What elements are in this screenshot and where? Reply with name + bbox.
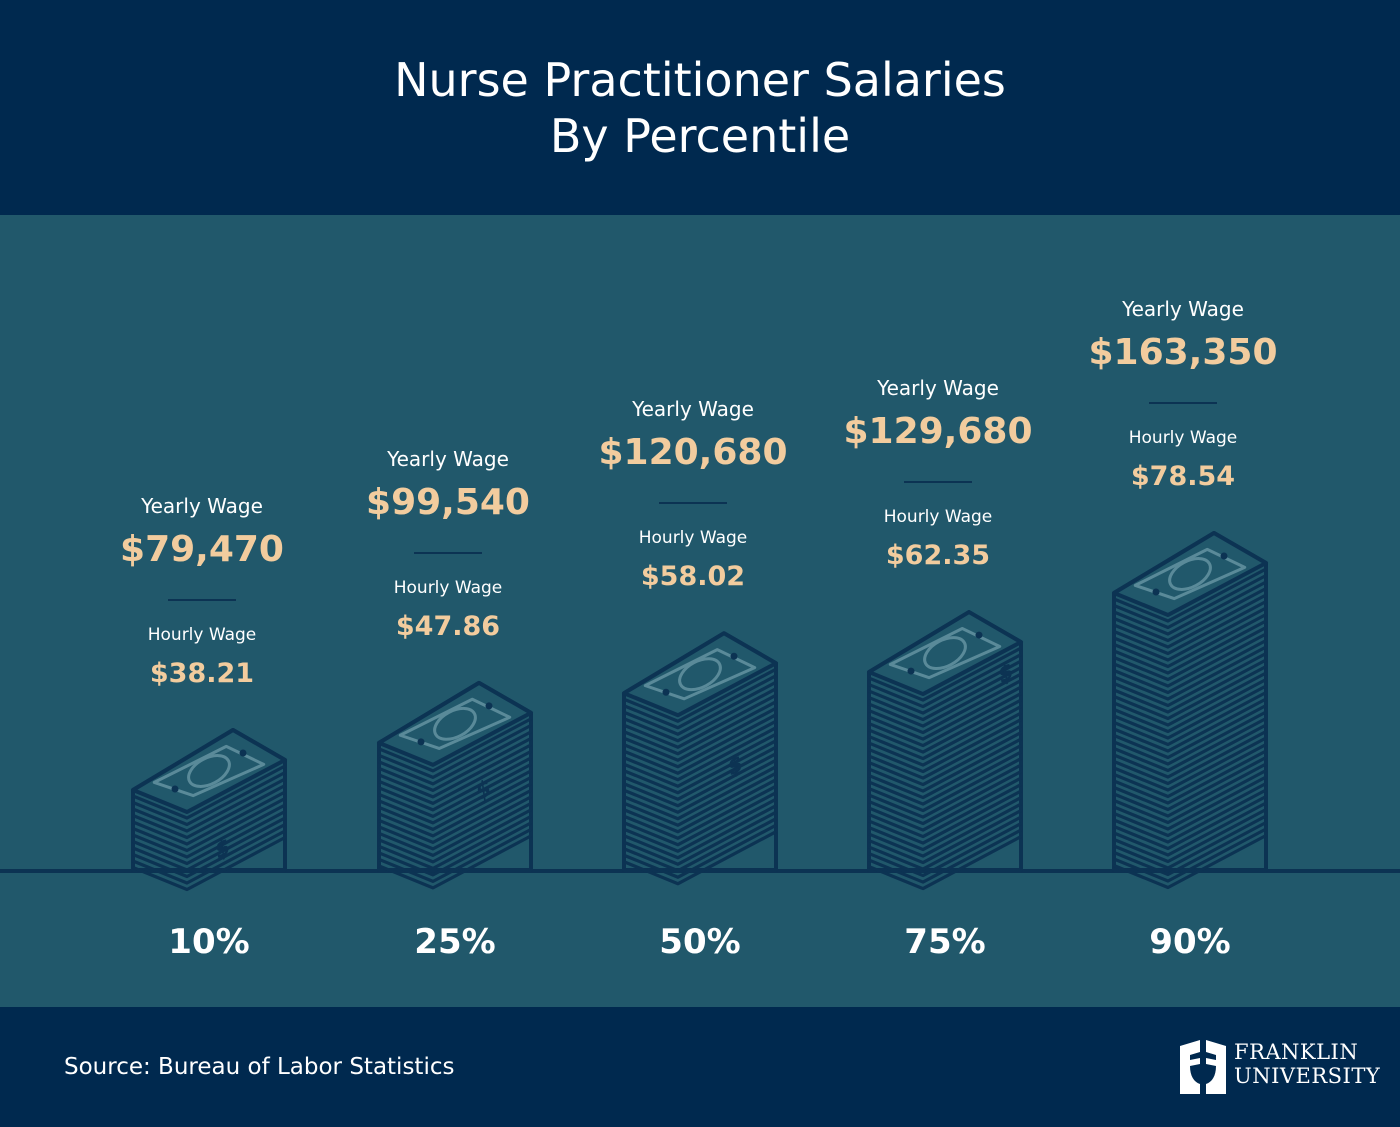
hourly-wage-label: Hourly Wage <box>1128 428 1238 448</box>
hourly-wage-label: Hourly Wage <box>147 625 257 645</box>
hourly-wage-value: $78.54 <box>1130 461 1236 492</box>
chart-title: Nurse Practitioner Salaries By Percentil… <box>0 52 1400 164</box>
percentile-label: 25% <box>414 922 496 962</box>
header: Nurse Practitioner Salaries By Percentil… <box>0 0 1400 215</box>
yearly-wage-value: $129,680 <box>843 411 1033 453</box>
title-line-1: Nurse Practitioner Salaries <box>394 53 1006 107</box>
title-line-2: By Percentile <box>549 109 851 163</box>
money-stack-50: $ <box>475 631 778 886</box>
percentile-label: 90% <box>1149 922 1231 962</box>
yearly-wage-value: $99,540 <box>366 481 530 523</box>
hourly-wage-label: Hourly Wage <box>638 528 748 549</box>
money-stack-10: $ <box>131 728 287 892</box>
dollar-sign-icon: $ <box>475 774 492 808</box>
yearly-wage-label: Yearly Wage <box>632 397 754 422</box>
arch-logo-icon <box>1180 1040 1226 1094</box>
percentile-label: 50% <box>659 922 741 962</box>
yearly-wage-label: Yearly Wage <box>1122 297 1244 321</box>
dollar-sign-icon: $ <box>997 657 1014 691</box>
percentile-label: 10% <box>168 922 250 962</box>
divider <box>168 599 236 601</box>
franklin-university-logo: FRANKLIN UNIVERSITY <box>1178 1038 1380 1096</box>
yearly-wage-value: $120,680 <box>598 432 788 474</box>
bill-top <box>622 631 778 718</box>
hourly-wage-value: $47.86 <box>395 610 501 642</box>
money-stack-90: $ <box>997 531 1268 890</box>
footer <box>0 1007 1400 1127</box>
hourly-wage-label: Hourly Wage <box>883 507 993 528</box>
hourly-wage-label: Hourly Wage <box>393 577 503 598</box>
logo-line-1: FRANKLIN <box>1234 1040 1359 1064</box>
hourly-wage-value: $62.35 <box>885 540 991 572</box>
hourly-wage-value: $38.21 <box>149 658 255 689</box>
hourly-wage-value: $58.02 <box>640 561 746 593</box>
bill-top <box>131 728 287 814</box>
divider <box>414 551 482 554</box>
yearly-wage-label: Yearly Wage <box>877 376 999 401</box>
yearly-wage-value: $79,470 <box>120 529 284 570</box>
bill-top <box>377 680 533 767</box>
yearly-wage-label: Yearly Wage <box>387 446 509 471</box>
bill-top <box>1112 531 1268 617</box>
source-note: Source: Bureau of Labor Statistics <box>64 1054 455 1080</box>
yearly-wage-value: $163,350 <box>1088 332 1278 373</box>
divider <box>904 481 972 484</box>
bill-top <box>867 610 1023 697</box>
divider <box>1149 402 1217 404</box>
dollar-sign-icon: $ <box>214 832 231 866</box>
logo-line-2: UNIVERSITY <box>1234 1064 1381 1088</box>
yearly-wage-label: Yearly Wage <box>141 494 263 518</box>
percentile-label: 75% <box>904 922 986 962</box>
divider <box>659 502 727 505</box>
dollar-sign-icon: $ <box>727 749 744 783</box>
money-stack-75: $ <box>727 610 1023 891</box>
money-stack-25: $ <box>214 680 533 890</box>
